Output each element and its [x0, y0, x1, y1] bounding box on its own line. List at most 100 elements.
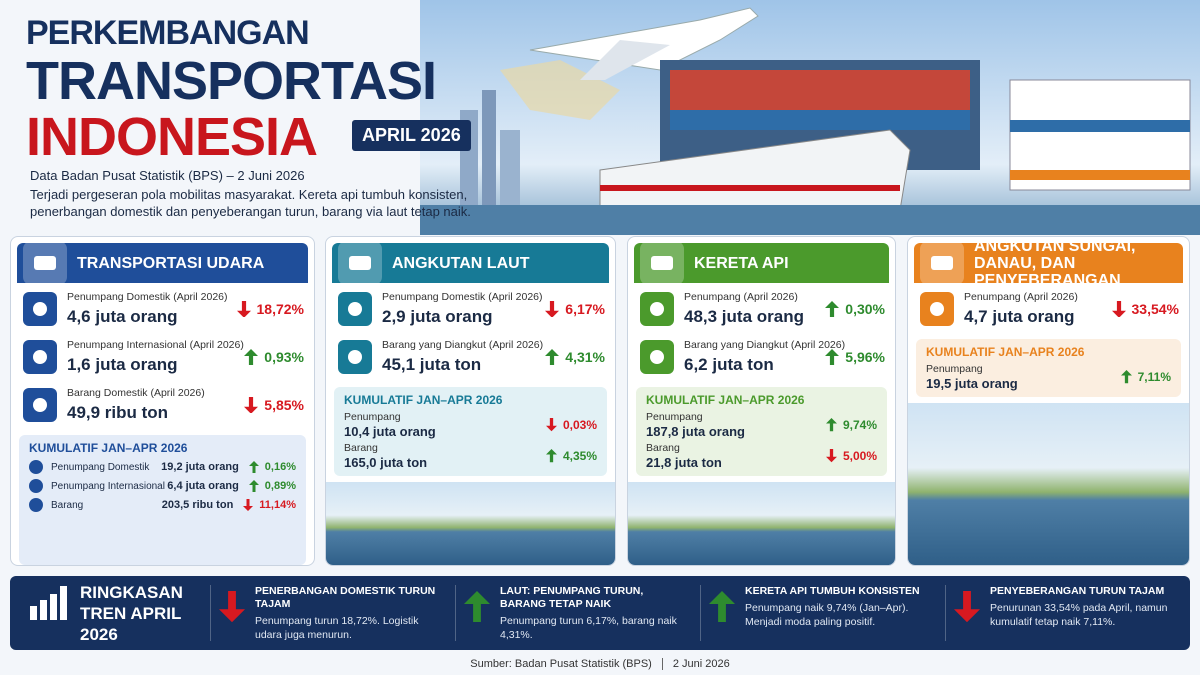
arrow-down [954, 591, 980, 623]
cumulative-title: KUMULATIF JAN–APR 2026 [344, 393, 503, 407]
change-value: 0,89% [264, 480, 296, 492]
change: 9,74% [825, 418, 877, 432]
summary-title-text: RINGKASAN TREN APRIL 2026 [80, 582, 183, 644]
date-badge: APRIL 2026 [352, 120, 471, 151]
arrow-shape [825, 348, 840, 366]
summary-body: Penumpang turun 18,72%. Logistik udara j… [255, 615, 419, 641]
change: 5,96% [825, 348, 885, 366]
arrow-shape [545, 449, 557, 463]
item-label: Penumpang Domestik (April 2026) [382, 291, 543, 303]
footer-source: Sumber: Badan Pusat Statistik (BPS) [470, 657, 652, 670]
arrow-shape [545, 348, 560, 366]
panel: ANGKUTAN SUNGAI, DANAU, DAN PENYEBERANGA… [907, 236, 1190, 566]
cumulative-label: Barang [646, 442, 680, 454]
cumulative-title: KUMULATIF JAN–APR 2026 [29, 441, 188, 455]
title-line: PERKEMBANGAN [26, 14, 310, 52]
stat-item: Barang yang Diangkut (April 2026) 45,1 ju… [326, 331, 615, 379]
summary-body: Penumpang turun 6,17%, barang naik 4,31%… [500, 615, 677, 641]
panel-title: TRANSPORTASI UDARA [77, 254, 265, 272]
arrow-down [545, 418, 557, 432]
arrow-up [825, 418, 837, 432]
item-text: Penumpang (April 2026) 4,7 juta orang [964, 291, 1112, 327]
arrow-shape [709, 591, 735, 623]
title-line: INDONESIA [26, 107, 318, 167]
arrow-up [464, 591, 490, 623]
hero-illustration [420, 0, 1200, 235]
title-line: TRANSPORTASI [26, 51, 437, 111]
summary-body: Penumpang naik 9,74% (Jan–Apr). Menjadi … [745, 602, 909, 628]
item-label: Barang Domestik (April 2026) [67, 387, 205, 399]
panel-title: KERETA API [694, 254, 789, 272]
arrow-up [248, 480, 259, 492]
item-value: 4,7 juta orang [964, 307, 1075, 326]
panel-header: TRANSPORTASI UDARA [17, 241, 308, 285]
cumulative-row: Penumpang Internasional 6,4 juta orang 0,8… [29, 479, 296, 493]
cumulative-label: Penumpang [344, 411, 401, 423]
cumulative-value: 6,4 juta orang [167, 480, 239, 492]
arrow-down [244, 396, 259, 414]
panel-header: KERETA API [634, 241, 889, 285]
item-label: Penumpang (April 2026) [684, 291, 798, 303]
cumulative-text: Penumpang 19,5 juta orang [926, 363, 1018, 391]
change: 5,85% [244, 396, 304, 414]
item-icon [640, 340, 674, 374]
item-text: Barang Domestik (April 2026) 49,9 ribu to… [67, 387, 244, 423]
arrow-shape [236, 300, 251, 318]
cumulative-value: 21,8 juta ton [646, 455, 722, 470]
item-text: Penumpang Domestik (April 2026) 2,9 juta … [382, 291, 545, 327]
cumulative-box: KUMULATIF JAN–APR 2026 Penumpang 10,4 juta… [334, 387, 607, 476]
item-label: Penumpang Internasional (April 2026) [67, 339, 244, 351]
panel-photo [628, 482, 895, 565]
item-icon [338, 340, 372, 374]
arrow-shape [464, 591, 490, 623]
cumulative-box: KUMULATIF JAN–APR 2026 Penumpang 187,8 jut… [636, 387, 887, 476]
arrow-up [545, 348, 560, 366]
row-icon [29, 498, 43, 512]
panel: TRANSPORTASI UDARA Penumpang Domestik (Ap… [10, 236, 315, 566]
change: 18,72% [236, 300, 304, 318]
item-icon [338, 292, 372, 326]
change-value: 0,93% [264, 348, 304, 365]
summary-body: Penurunan 33,54% pada April, namun kumul… [990, 602, 1168, 628]
footer: Sumber: Badan Pusat Statistik (BPS) 2 Jun… [0, 652, 1200, 675]
cumulative-title: KUMULATIF JAN–APR 2026 [646, 393, 805, 407]
item-value: 4,6 juta orang [67, 307, 178, 326]
item-value: 48,3 juta orang [684, 307, 804, 326]
change-value: 9,74% [842, 418, 877, 432]
stat-item: Penumpang Domestik (April 2026) 2,9 juta … [326, 283, 615, 331]
change-value: 6,17% [565, 300, 605, 317]
panel-icon [23, 241, 67, 285]
item-value: 49,9 ribu ton [67, 403, 169, 422]
cumulative-row: Penumpang 187,8 juta orang 9,74% [646, 411, 877, 439]
change: 0,16% [248, 461, 296, 473]
cumulative-label: Penumpang Domestik [51, 461, 150, 473]
item-icon [640, 292, 674, 326]
cumulative-value: 19,2 juta orang [161, 461, 239, 473]
panel-header: ANGKUTAN LAUT [332, 241, 609, 285]
arrow-shape [243, 499, 254, 511]
change-value: 11,14% [259, 499, 296, 511]
row-icon [29, 460, 43, 474]
summary-heading: KERETA API TUMBUH KONSISTEN [745, 585, 920, 597]
panel-photo [908, 403, 1189, 565]
item-text: Penumpang Domestik (April 2026) 4,6 juta … [67, 291, 237, 327]
arrow-shape [545, 300, 560, 318]
cumulative-label: Barang [51, 499, 84, 511]
summary-heading: LAUT: PENUMPANG TURUN, BARANG TETAP NAIK [500, 585, 644, 610]
item-value: 1,6 juta orang [67, 355, 178, 374]
arrow-down [243, 499, 254, 511]
cumulative-value: 187,8 juta orang [646, 424, 745, 439]
summary-text: LAUT: PENUMPANG TURUN, BARANG TETAP NAIK… [500, 585, 692, 642]
change-value: 7,11% [1137, 370, 1171, 384]
summary-icon [30, 585, 67, 620]
cumulative-row: Penumpang Domestik 19,2 juta orang 0,16% [29, 460, 296, 474]
change-value: 0,03% [562, 418, 597, 432]
item-value: 6,2 juta ton [684, 355, 774, 374]
panel-icon [338, 241, 382, 285]
stat-item: Barang Domestik (April 2026) 49,9 ribu to… [11, 379, 314, 427]
item-text: Barang yang Diangkut (April 2026) 6,2 jut… [684, 339, 845, 375]
arrow-shape [954, 591, 980, 623]
change-value: 5,00% [842, 449, 877, 463]
arrow-up [248, 461, 259, 473]
arrow-up [709, 591, 735, 623]
